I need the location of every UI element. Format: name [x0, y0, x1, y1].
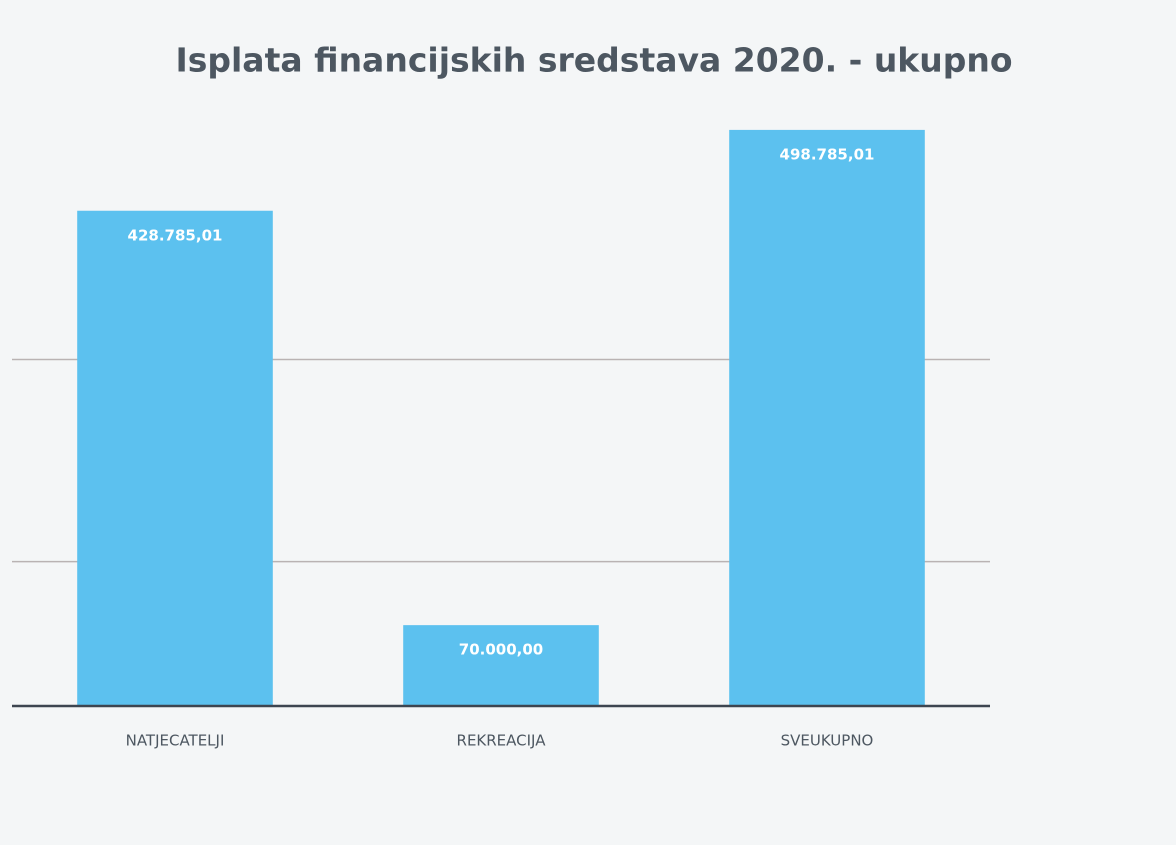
x-tick-label: NATJECATELJI [126, 732, 225, 750]
x-tick-label: SVEUKUPNO [781, 732, 874, 750]
chart-title: Isplata financijskih sredstava 2020. - u… [175, 41, 1012, 80]
bar [403, 625, 599, 706]
bar [729, 129, 925, 706]
bar [77, 210, 273, 707]
value-label: 428.785,01 [128, 226, 223, 244]
value-label: 498.785,01 [780, 145, 875, 163]
x-tick-label: REKREACIJA [457, 732, 547, 750]
value-label: 70.000,00 [459, 641, 543, 659]
